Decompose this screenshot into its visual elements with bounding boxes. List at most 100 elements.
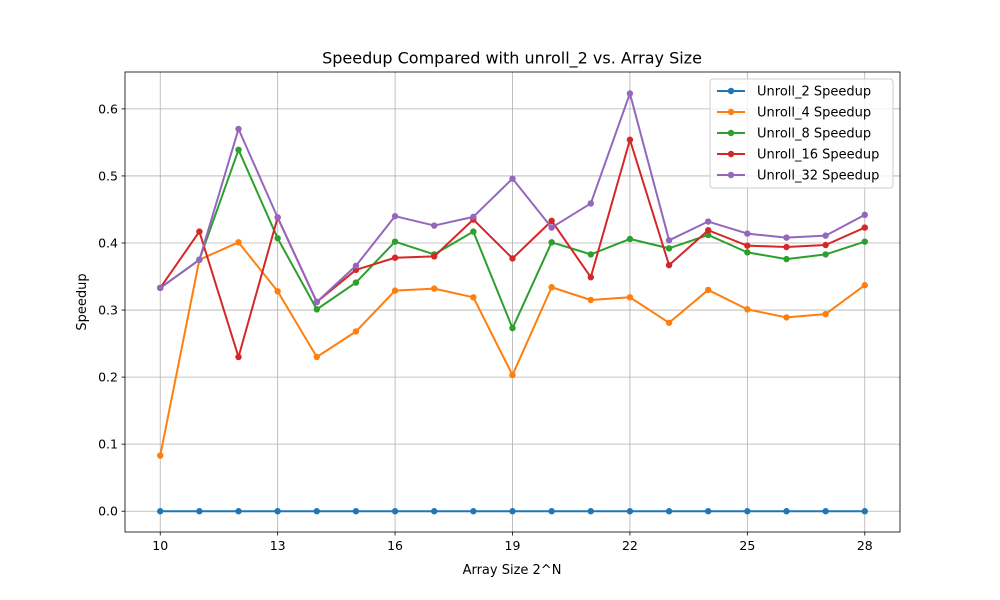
- legend-label: Unroll_8 Speedup: [757, 127, 871, 142]
- y-tick-label: 0.5: [98, 168, 118, 183]
- x-tick-label: 22: [622, 538, 638, 553]
- data-point: [548, 224, 555, 231]
- x-tick-label: 13: [270, 538, 286, 553]
- data-point: [587, 200, 594, 207]
- data-point: [705, 508, 712, 515]
- data-point: [470, 213, 477, 221]
- y-tick-label: 0.1: [98, 437, 118, 452]
- data-point: [235, 353, 242, 361]
- data-point: [391, 508, 399, 515]
- data-point: [391, 287, 399, 294]
- data-point: [313, 353, 320, 361]
- data-point: [665, 319, 673, 326]
- data-point: [783, 234, 790, 241]
- data-point: [274, 235, 281, 242]
- data-point: [548, 508, 555, 515]
- data-point: [861, 211, 868, 219]
- data-point: [861, 508, 868, 515]
- data-point: [509, 175, 516, 182]
- y-axis-label: Speedup: [75, 273, 90, 330]
- legend-label: Unroll_32 Speedup: [757, 169, 879, 184]
- data-point: [744, 249, 751, 256]
- data-point: [470, 294, 477, 301]
- data-point: [157, 452, 164, 459]
- data-point: [705, 218, 712, 225]
- data-point: [744, 230, 751, 237]
- y-tick-label: 0.2: [98, 370, 118, 385]
- legend-label: Unroll_16 Speedup: [757, 148, 879, 163]
- data-point: [626, 136, 634, 143]
- data-point: [783, 255, 790, 263]
- data-point: [822, 310, 829, 318]
- data-point: [626, 235, 634, 243]
- data-point: [822, 232, 829, 239]
- data-point: [391, 212, 399, 220]
- data-point: [861, 238, 868, 245]
- data-point: [548, 217, 555, 225]
- data-point: [587, 296, 594, 304]
- data-point: [157, 284, 164, 292]
- data-point: [391, 238, 399, 245]
- x-tick-label: 25: [739, 538, 755, 553]
- legend-marker: [727, 171, 735, 179]
- legend-item: Unroll_2 Speedup: [717, 85, 871, 100]
- data-point: [587, 273, 594, 281]
- data-point: [509, 324, 516, 332]
- legend-marker: [727, 87, 735, 95]
- y-tick-label: 0.6: [98, 101, 118, 116]
- data-point: [665, 245, 673, 252]
- data-point: [822, 241, 829, 249]
- data-point: [548, 239, 555, 246]
- data-point: [587, 251, 594, 258]
- data-point: [431, 253, 438, 260]
- x-axis-label: Array Size 2^N: [463, 563, 562, 578]
- data-point: [705, 231, 712, 239]
- data-point: [431, 222, 438, 229]
- data-point: [196, 508, 203, 515]
- data-point: [274, 214, 281, 221]
- data-point: [705, 227, 712, 234]
- data-point: [235, 508, 242, 515]
- x-tick-label: 16: [387, 538, 403, 553]
- data-point: [665, 261, 673, 269]
- data-point: [352, 508, 360, 515]
- data-point: [274, 288, 281, 295]
- data-point: [352, 328, 360, 335]
- data-point: [352, 262, 360, 269]
- legend-label: Unroll_4 Speedup: [757, 106, 871, 121]
- series-5: [157, 90, 868, 306]
- data-point: [235, 146, 242, 153]
- legend-marker: [727, 150, 735, 158]
- data-point: [391, 254, 399, 261]
- data-point: [783, 243, 790, 251]
- legend-marker: [727, 108, 735, 116]
- y-tick-label: 0.3: [98, 303, 118, 318]
- data-point: [470, 228, 477, 235]
- series-2: [157, 239, 868, 459]
- y-tick-label: 0.0: [98, 504, 118, 519]
- data-point: [744, 242, 751, 249]
- legend-item: Unroll_8 Speedup: [717, 127, 871, 142]
- data-point: [626, 90, 634, 97]
- legend-label: Unroll_2 Speedup: [757, 85, 871, 100]
- series-layer: [157, 90, 868, 515]
- data-point: [705, 286, 712, 294]
- data-point: [313, 298, 320, 306]
- data-point: [509, 371, 516, 379]
- legend-item: Unroll_32 Speedup: [717, 169, 879, 184]
- data-point: [157, 508, 164, 515]
- data-point: [744, 508, 751, 515]
- data-point: [822, 251, 829, 258]
- data-point: [274, 508, 281, 515]
- data-point: [352, 279, 360, 286]
- data-point: [548, 284, 555, 291]
- series-1: [157, 508, 868, 515]
- legend-marker: [727, 129, 735, 137]
- data-point: [313, 508, 320, 515]
- legend-box: [709, 78, 894, 189]
- data-point: [313, 306, 320, 313]
- data-point: [861, 224, 868, 231]
- x-tick-label: 28: [857, 538, 873, 553]
- legend-item: Unroll_4 Speedup: [717, 106, 871, 121]
- x-tick-label: 19: [505, 538, 521, 553]
